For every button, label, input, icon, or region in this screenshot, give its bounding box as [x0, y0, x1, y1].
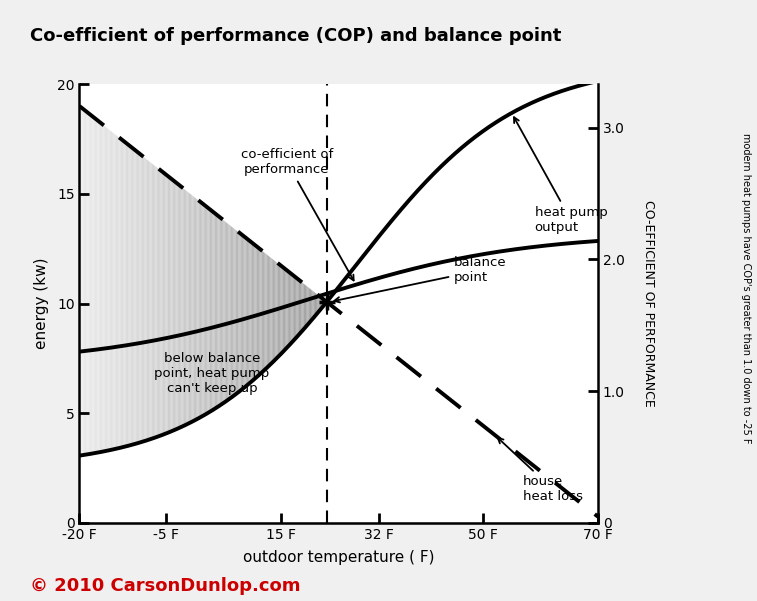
X-axis label: outdoor temperature ( F): outdoor temperature ( F): [243, 550, 435, 565]
Text: co-efficient of
performance: co-efficient of performance: [241, 148, 354, 281]
Y-axis label: energy (kw): energy (kw): [33, 258, 48, 349]
Text: Co-efficient of performance (COP) and balance point: Co-efficient of performance (COP) and ba…: [30, 27, 562, 45]
Text: below balance
point, heat pump
can't keep up: below balance point, heat pump can't kee…: [154, 352, 269, 395]
Text: © 2010 CarsonDunlop.com: © 2010 CarsonDunlop.com: [30, 577, 301, 595]
Text: balance
point: balance point: [335, 256, 506, 302]
Text: heat pump
output: heat pump output: [514, 117, 607, 234]
Text: house
heat loss: house heat loss: [498, 438, 583, 504]
Text: modern heat pumps have COP's greater than 1.0 down to -25 F: modern heat pumps have COP's greater tha…: [740, 133, 751, 444]
Y-axis label: CO-EFFICIENT OF PERFORMANCE: CO-EFFICIENT OF PERFORMANCE: [642, 200, 655, 407]
